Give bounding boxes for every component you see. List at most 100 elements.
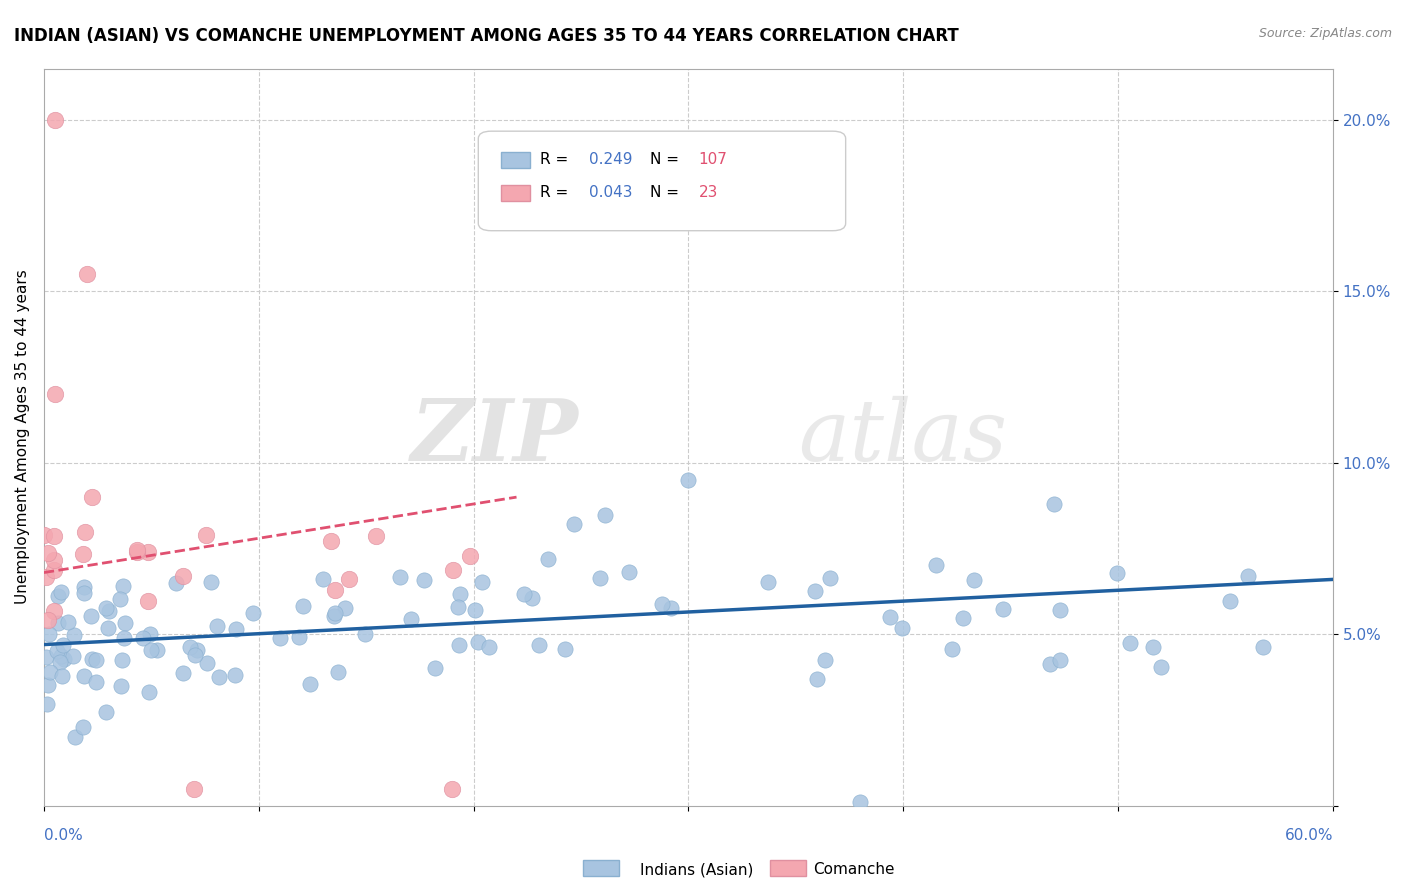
Point xyxy=(941,641,963,656)
Point xyxy=(464,603,486,617)
Point xyxy=(56,615,79,629)
Point xyxy=(186,643,208,657)
Point xyxy=(73,586,96,600)
Point xyxy=(537,552,560,566)
Point xyxy=(53,652,76,666)
Point xyxy=(194,527,217,541)
Point xyxy=(200,574,222,589)
Text: 0.0%: 0.0% xyxy=(44,828,83,843)
Point xyxy=(183,781,205,796)
Point xyxy=(111,653,134,667)
Point xyxy=(804,584,827,599)
FancyBboxPatch shape xyxy=(502,185,530,202)
Point xyxy=(136,594,159,608)
Text: atlas: atlas xyxy=(799,396,1007,478)
Point xyxy=(269,631,291,645)
Point xyxy=(339,573,361,587)
Point xyxy=(325,606,347,620)
Point xyxy=(288,630,311,644)
Point xyxy=(952,611,974,625)
Point xyxy=(197,657,219,671)
Point xyxy=(42,563,65,577)
Point xyxy=(449,587,471,601)
Point xyxy=(326,665,349,679)
Point xyxy=(75,525,97,540)
Point xyxy=(84,674,107,689)
Point xyxy=(891,621,914,635)
Point xyxy=(323,582,346,597)
Point xyxy=(35,570,58,584)
Point xyxy=(98,604,121,618)
Point xyxy=(38,665,60,679)
Point xyxy=(1237,569,1260,583)
Bar xyxy=(583,860,619,876)
Point xyxy=(138,684,160,698)
Point xyxy=(110,679,132,693)
Point xyxy=(963,573,986,587)
Point xyxy=(401,612,423,626)
Point xyxy=(593,508,616,522)
Point xyxy=(34,650,56,665)
Point xyxy=(82,652,104,666)
Point xyxy=(818,570,841,584)
Point xyxy=(51,669,73,683)
Point xyxy=(441,563,464,577)
Point xyxy=(758,575,780,590)
Point xyxy=(554,642,576,657)
Point xyxy=(73,669,96,683)
Point xyxy=(139,642,162,657)
Point xyxy=(562,516,585,531)
Point xyxy=(63,730,86,744)
Point xyxy=(1049,603,1071,617)
Point xyxy=(412,573,434,587)
FancyBboxPatch shape xyxy=(478,131,845,231)
Point xyxy=(659,601,682,615)
Point xyxy=(44,387,66,401)
Point xyxy=(522,591,544,605)
Point xyxy=(1219,594,1241,608)
Point xyxy=(49,655,72,669)
Point xyxy=(45,644,67,658)
Y-axis label: Unemployment Among Ages 35 to 44 years: Unemployment Among Ages 35 to 44 years xyxy=(15,269,30,605)
Bar xyxy=(770,860,806,876)
Point xyxy=(86,653,108,667)
Point xyxy=(76,267,98,281)
Point xyxy=(447,599,470,614)
Point xyxy=(165,575,187,590)
Point xyxy=(172,666,194,681)
Point xyxy=(425,661,447,675)
Point xyxy=(447,638,470,652)
Point xyxy=(97,621,120,635)
Point xyxy=(52,638,75,652)
Point xyxy=(72,720,94,734)
Text: INDIAN (ASIAN) VS COMANCHE UNEMPLOYMENT AMONG AGES 35 TO 44 YEARS CORRELATION CH: INDIAN (ASIAN) VS COMANCHE UNEMPLOYMENT … xyxy=(14,27,959,45)
Point xyxy=(478,640,501,654)
Point xyxy=(111,579,134,593)
Point xyxy=(172,569,194,583)
Point xyxy=(94,600,117,615)
Point xyxy=(806,672,828,686)
Point xyxy=(849,795,872,809)
Point xyxy=(48,590,70,604)
Point xyxy=(1253,640,1275,655)
Text: Source: ZipAtlas.com: Source: ZipAtlas.com xyxy=(1258,27,1392,40)
Point xyxy=(814,653,837,667)
Point xyxy=(467,635,489,649)
Text: ZIP: ZIP xyxy=(411,395,579,479)
Text: Comanche: Comanche xyxy=(813,863,894,877)
Point xyxy=(44,112,66,127)
Point xyxy=(205,619,228,633)
Point xyxy=(1049,653,1071,667)
Point xyxy=(298,677,321,691)
Text: R =: R = xyxy=(540,185,574,200)
Point xyxy=(94,705,117,719)
Point xyxy=(108,592,131,607)
Point xyxy=(112,631,135,645)
Text: 107: 107 xyxy=(699,152,727,167)
Text: N =: N = xyxy=(650,185,683,200)
Point xyxy=(184,648,207,662)
Point xyxy=(1142,640,1164,654)
Point xyxy=(62,628,84,642)
Point xyxy=(291,599,314,614)
Text: N =: N = xyxy=(650,152,683,167)
